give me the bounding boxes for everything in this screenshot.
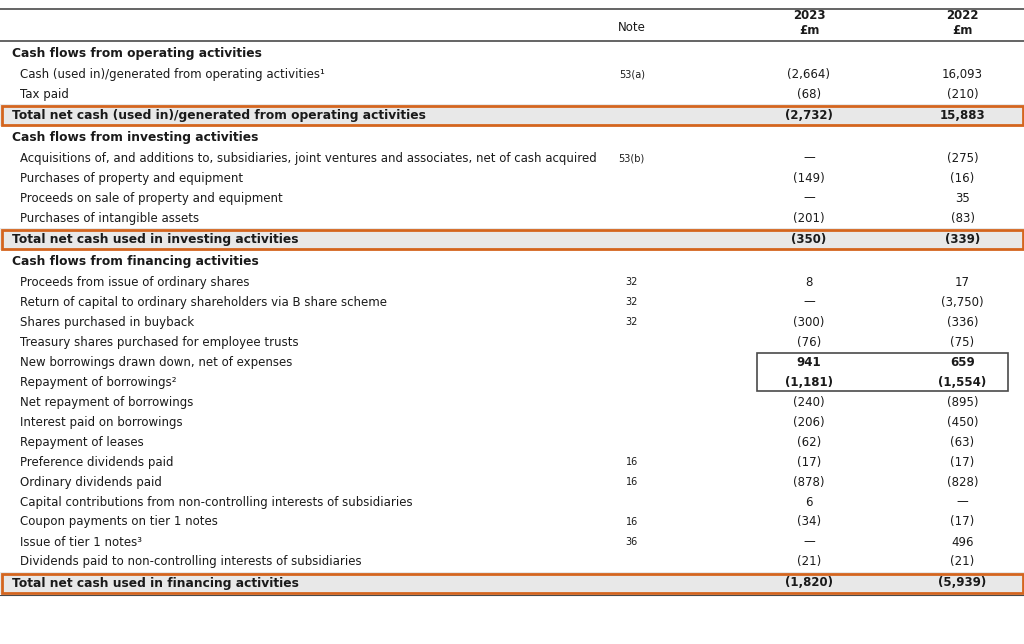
Text: (2,664): (2,664) — [787, 68, 830, 80]
Text: 8: 8 — [805, 276, 813, 289]
Text: 2022
£m: 2022 £m — [946, 9, 979, 37]
Text: Preference dividends paid: Preference dividends paid — [20, 455, 174, 468]
Text: (17): (17) — [797, 455, 821, 468]
Bar — [0, 572, 1024, 594]
Text: (1,820): (1,820) — [785, 576, 833, 589]
Text: 2023
£m: 2023 £m — [793, 9, 825, 37]
Text: Issue of tier 1 notes³: Issue of tier 1 notes³ — [20, 536, 142, 549]
Text: Cash (used in)/generated from operating activities¹: Cash (used in)/generated from operating … — [20, 68, 326, 80]
Text: (21): (21) — [950, 556, 975, 569]
Text: (339): (339) — [945, 232, 980, 245]
Text: 941: 941 — [797, 355, 821, 368]
Text: 6: 6 — [805, 495, 813, 509]
Text: Purchases of intangible assets: Purchases of intangible assets — [20, 211, 200, 225]
Bar — [1, 106, 1023, 124]
Text: 17: 17 — [955, 276, 970, 289]
Text: (3,750): (3,750) — [941, 296, 984, 308]
Text: (878): (878) — [794, 475, 824, 489]
Text: (336): (336) — [947, 316, 978, 328]
Text: (21): (21) — [797, 556, 821, 569]
Bar — [1, 574, 1023, 592]
Text: Coupon payments on tier 1 notes: Coupon payments on tier 1 notes — [20, 515, 218, 529]
Text: 35: 35 — [955, 191, 970, 205]
Text: Return of capital to ordinary shareholders via B share scheme: Return of capital to ordinary shareholde… — [20, 296, 387, 308]
Text: (210): (210) — [947, 88, 978, 100]
Text: Total net cash used in financing activities: Total net cash used in financing activit… — [12, 576, 299, 589]
Text: Interest paid on borrowings: Interest paid on borrowings — [20, 415, 183, 428]
Text: 496: 496 — [951, 536, 974, 549]
Text: Ordinary dividends paid: Ordinary dividends paid — [20, 475, 163, 489]
Text: (240): (240) — [794, 395, 824, 408]
Text: (149): (149) — [793, 171, 825, 184]
Text: Note: Note — [617, 21, 646, 33]
Text: —: — — [956, 495, 969, 509]
Text: (83): (83) — [950, 211, 975, 225]
Text: 32: 32 — [626, 297, 638, 307]
Text: 36: 36 — [626, 537, 638, 547]
Text: Tax paid: Tax paid — [20, 88, 70, 100]
Text: —: — — [803, 296, 815, 308]
Text: Total net cash (used in)/generated from operating activities: Total net cash (used in)/generated from … — [12, 108, 426, 122]
Text: (1,554): (1,554) — [938, 375, 987, 388]
Text: Treasury shares purchased for employee trusts: Treasury shares purchased for employee t… — [20, 336, 299, 348]
Text: New borrowings drawn down, net of expenses: New borrowings drawn down, net of expens… — [20, 355, 293, 368]
Text: Total net cash used in investing activities: Total net cash used in investing activit… — [12, 232, 299, 245]
Text: —: — — [803, 151, 815, 164]
Text: 53(b): 53(b) — [618, 153, 645, 163]
Text: (76): (76) — [797, 336, 821, 348]
Text: (201): (201) — [794, 211, 824, 225]
Text: (350): (350) — [792, 232, 826, 245]
Text: (206): (206) — [794, 415, 824, 428]
Text: (450): (450) — [947, 415, 978, 428]
Text: 16,093: 16,093 — [942, 68, 983, 80]
Text: Cash flows from operating activities: Cash flows from operating activities — [12, 46, 262, 59]
Text: (895): (895) — [947, 395, 978, 408]
Text: Capital contributions from non-controlling interests of subsidiaries: Capital contributions from non-controlli… — [20, 495, 413, 509]
Bar — [757, 353, 1008, 391]
Text: 16: 16 — [626, 477, 638, 487]
Text: (17): (17) — [950, 515, 975, 529]
Text: (34): (34) — [797, 515, 821, 529]
Text: 53(a): 53(a) — [618, 69, 645, 79]
Bar — [1, 229, 1023, 249]
Text: (1,181): (1,181) — [785, 375, 833, 388]
Text: —: — — [803, 191, 815, 205]
Bar — [0, 228, 1024, 250]
Text: 15,883: 15,883 — [940, 108, 985, 122]
Text: Repayment of leases: Repayment of leases — [20, 435, 144, 448]
Bar — [0, 104, 1024, 126]
Text: Cash flows from financing activities: Cash flows from financing activities — [12, 254, 259, 267]
Text: 32: 32 — [626, 277, 638, 287]
Text: (68): (68) — [797, 88, 821, 100]
Text: (275): (275) — [947, 151, 978, 164]
Text: (5,939): (5,939) — [938, 576, 987, 589]
Text: (2,732): (2,732) — [785, 108, 833, 122]
Text: Shares purchased in buyback: Shares purchased in buyback — [20, 316, 195, 328]
Text: Net repayment of borrowings: Net repayment of borrowings — [20, 395, 194, 408]
Text: (300): (300) — [794, 316, 824, 328]
Text: (16): (16) — [950, 171, 975, 184]
Text: (62): (62) — [797, 435, 821, 448]
Text: —: — — [803, 536, 815, 549]
Text: Cash flows from investing activities: Cash flows from investing activities — [12, 131, 259, 144]
Text: (17): (17) — [950, 455, 975, 468]
Text: (75): (75) — [950, 336, 975, 348]
Text: 659: 659 — [950, 355, 975, 368]
Text: 32: 32 — [626, 317, 638, 327]
Text: Repayment of borrowings²: Repayment of borrowings² — [20, 375, 177, 388]
Text: (828): (828) — [947, 475, 978, 489]
Text: 16: 16 — [626, 517, 638, 527]
Text: Purchases of property and equipment: Purchases of property and equipment — [20, 171, 244, 184]
Text: Acquisitions of, and additions to, subsidiaries, joint ventures and associates, : Acquisitions of, and additions to, subsi… — [20, 151, 597, 164]
Text: 16: 16 — [626, 457, 638, 467]
Text: Dividends paid to non-controlling interests of subsidiaries: Dividends paid to non-controlling intere… — [20, 556, 362, 569]
Text: (63): (63) — [950, 435, 975, 448]
Text: Proceeds on sale of property and equipment: Proceeds on sale of property and equipme… — [20, 191, 284, 205]
Text: Proceeds from issue of ordinary shares: Proceeds from issue of ordinary shares — [20, 276, 250, 289]
